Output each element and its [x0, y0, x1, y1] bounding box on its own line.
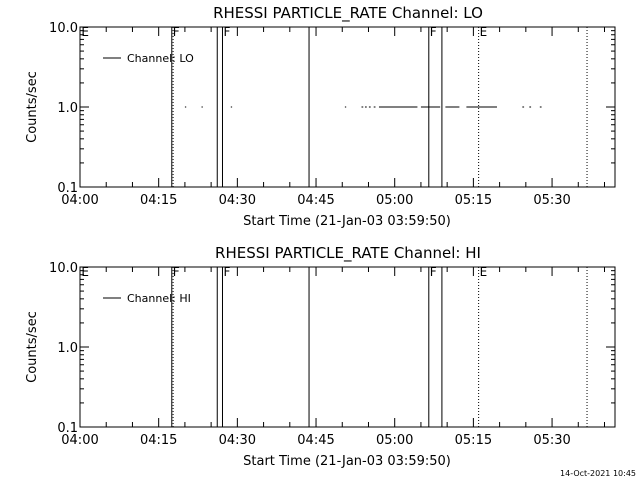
panel-2-flag-label: F [223, 265, 230, 279]
panel-1-x-tick-label: 05:30 [533, 193, 570, 208]
panel-1-x-axis-label: Start Time (21-Jan-03 03:59:50) [243, 214, 451, 229]
panel-2-group: 0.1 1.0 10.0 04:00 04:15 04:30 04:45 05:00 05:15… [49, 261, 616, 448]
panel-2-x-tick-label: 04:30 [219, 433, 256, 448]
panel-1-x-tick-label: 05:00 [376, 193, 413, 208]
panel-2-x-tick-label: 04:45 [297, 433, 334, 448]
panel-2-flag-label: E [480, 265, 488, 279]
panel-1-legend-label: Channel: LO [127, 52, 194, 65]
panel-1-x-tick-label: 04:45 [297, 193, 334, 208]
panel-1-x-tick-label: 05:15 [455, 193, 492, 208]
panel-1-y-axis-label: Counts/sec [25, 71, 40, 143]
panel-2-y-tick-label: 0.1 [57, 421, 78, 436]
footer-timestamp: 14-Oct-2021 10:45 [560, 469, 636, 478]
panel-2-x-tick-label: 05:30 [533, 433, 570, 448]
panel-2-x-tick-label: 04:15 [140, 433, 177, 448]
panel-2-title: RHESSI PARTICLE_RATE Channel: HI [215, 244, 481, 263]
panel-1-x-tick-label: 04:15 [140, 193, 177, 208]
panel-2-y-axis-label: Counts/sec [25, 311, 40, 383]
panel-2-flag-label: F [173, 265, 180, 279]
panel-1-y-tick-label: 10.0 [49, 21, 78, 36]
panel-1-flag-label: F [223, 25, 230, 39]
panel-1-flag-label: F [430, 25, 437, 39]
panel-1-y-tick-label: 1.0 [57, 101, 78, 116]
panel-2-legend-label: Channel: HI [127, 292, 191, 305]
panel-1-title: RHESSI PARTICLE_RATE Channel: LO [213, 4, 483, 23]
panel-1-flag-label: E [480, 25, 488, 39]
panel-1-flag-label: F [173, 25, 180, 39]
panel-2-y-tick-label: 1.0 [57, 341, 78, 356]
panel-1-flag-label: E [81, 25, 89, 39]
panel-2-flag-label: F [430, 265, 437, 279]
panel-2-flag-label: E [81, 265, 89, 279]
panel-2-x-axis-label: Start Time (21-Jan-03 03:59:50) [243, 454, 451, 469]
panel-2-x-tick-label: 04:00 [61, 433, 98, 448]
panel-2-x-tick-label: 05:15 [455, 433, 492, 448]
panel-1-group: 0.1 1.0 10.0 04:00 04:15 04:30 04:45 05:00 05:15… [49, 21, 616, 208]
panel-1-x-tick-label: 04:00 [61, 193, 98, 208]
panel-1-x-tick-label: 04:30 [219, 193, 256, 208]
panel-2-y-tick-label: 10.0 [49, 261, 78, 276]
panel-1-y-tick-label: 0.1 [57, 181, 78, 196]
panel-2-x-tick-label: 05:00 [376, 433, 413, 448]
